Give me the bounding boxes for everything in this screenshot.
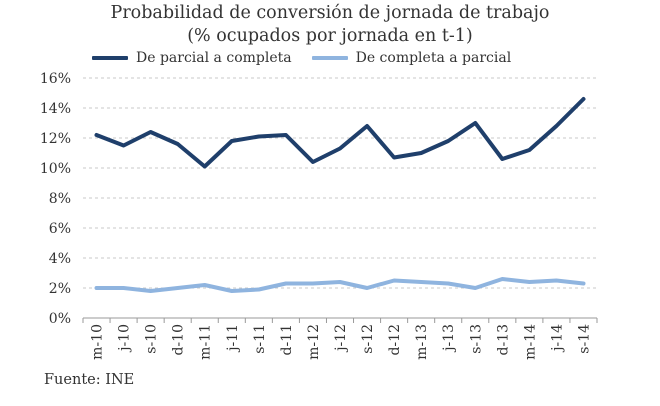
data-point-parcial-a-completa-d-12 bbox=[392, 155, 396, 160]
data-point-completa-a-parcial-s-10 bbox=[149, 289, 153, 293]
data-point-parcial-a-completa-m-11 bbox=[203, 164, 207, 169]
data-point-parcial-a-completa-s-12 bbox=[365, 124, 369, 128]
x-tick-label-d-10: d-10 bbox=[171, 324, 187, 356]
x-tick-label-j-11: j-11 bbox=[225, 324, 241, 353]
data-point-completa-a-parcial-s-13 bbox=[473, 286, 477, 290]
data-point-completa-a-parcial-d-11 bbox=[284, 281, 288, 286]
y-tick-label-14: 14% bbox=[40, 101, 71, 117]
x-tick-label-j-14: j-14 bbox=[549, 324, 565, 353]
data-point-parcial-a-completa-m-13 bbox=[419, 151, 423, 155]
data-point-parcial-a-completa-m-12 bbox=[311, 160, 315, 164]
chart-title-block: Probabilidad de conversión de jornada de… bbox=[0, 2, 660, 48]
data-point-parcial-a-completa-j-12 bbox=[338, 146, 342, 151]
y-tick-label-2: 2% bbox=[49, 281, 71, 297]
data-point-completa-a-parcial-d-12 bbox=[392, 278, 396, 283]
data-point-parcial-a-completa-m-14 bbox=[527, 148, 531, 152]
y-tick-label-12: 12% bbox=[40, 131, 71, 147]
x-tick-label-s-12: s-12 bbox=[360, 324, 376, 354]
y-tick-label-0: 0% bbox=[49, 311, 71, 327]
x-tick-label-d-13: d-13 bbox=[495, 324, 511, 356]
x-tick-label-s-14: s-14 bbox=[576, 324, 592, 354]
x-tick-label-j-13: j-13 bbox=[441, 324, 457, 353]
x-tick-label-j-12: j-12 bbox=[333, 324, 349, 353]
data-point-completa-a-parcial-s-11 bbox=[257, 287, 261, 292]
data-point-parcial-a-completa-d-10 bbox=[176, 142, 180, 146]
chart-title: Probabilidad de conversión de jornada de… bbox=[110, 3, 550, 23]
chart-subtitle: (% ocupados por jornada en t-1) bbox=[187, 26, 473, 46]
x-tick-label-s-10: s-10 bbox=[144, 324, 160, 354]
legend-item-completa-a-parcial: De completa a parcial bbox=[311, 50, 512, 66]
data-point-parcial-a-completa-j-13 bbox=[446, 139, 450, 143]
data-point-parcial-a-completa-s-14 bbox=[581, 97, 586, 101]
x-tick-label-m-11: m-11 bbox=[198, 324, 214, 360]
data-point-completa-a-parcial-s-12 bbox=[365, 286, 369, 290]
data-point-completa-a-parcial-j-10 bbox=[121, 286, 126, 290]
data-point-completa-a-parcial-s-14 bbox=[581, 281, 586, 286]
data-point-completa-a-parcial-m-10 bbox=[94, 286, 99, 290]
x-tick-label-m-12: m-12 bbox=[306, 324, 322, 360]
data-point-parcial-a-completa-j-10 bbox=[121, 143, 126, 148]
data-point-parcial-a-completa-d-11 bbox=[284, 133, 288, 137]
legend: De parcial a completa De completa a parc… bbox=[92, 50, 511, 66]
data-point-parcial-a-completa-j-11 bbox=[230, 139, 234, 143]
data-point-completa-a-parcial-j-11 bbox=[230, 289, 234, 293]
x-tick-label-j-10: j-10 bbox=[117, 324, 133, 353]
legend-swatch-completa-a-parcial bbox=[311, 56, 348, 60]
legend-swatch-parcial-a-completa bbox=[92, 56, 128, 60]
y-tick-label-16: 16% bbox=[40, 71, 71, 87]
data-point-completa-a-parcial-m-14 bbox=[527, 280, 531, 284]
data-point-completa-a-parcial-d-10 bbox=[176, 286, 180, 290]
x-tick-label-m-10: m-10 bbox=[90, 324, 106, 360]
legend-label-completa-a-parcial: De completa a parcial bbox=[355, 50, 512, 66]
x-tick-label-s-13: s-13 bbox=[468, 324, 484, 354]
legend-item-parcial-a-completa: De parcial a completa bbox=[92, 50, 292, 66]
data-point-completa-a-parcial-j-12 bbox=[338, 280, 342, 284]
data-point-parcial-a-completa-s-10 bbox=[149, 130, 153, 134]
data-point-completa-a-parcial-m-11 bbox=[203, 283, 207, 287]
legend-label-parcial-a-completa: De parcial a completa bbox=[136, 50, 292, 66]
data-point-parcial-a-completa-s-11 bbox=[257, 134, 261, 139]
x-tick-label-m-13: m-13 bbox=[414, 324, 430, 360]
x-tick-label-d-12: d-12 bbox=[387, 324, 403, 356]
data-point-completa-a-parcial-m-12 bbox=[311, 281, 315, 286]
source-note: Fuente: INE bbox=[44, 372, 135, 388]
y-tick-label-4: 4% bbox=[49, 251, 71, 267]
x-tick-label-d-11: d-11 bbox=[279, 324, 295, 356]
data-point-parcial-a-completa-d-13 bbox=[500, 157, 504, 161]
y-tick-label-6: 6% bbox=[49, 221, 71, 237]
x-tick-label-m-14: m-14 bbox=[522, 324, 538, 360]
data-point-completa-a-parcial-d-13 bbox=[500, 277, 504, 281]
series-line-parcial-a-completa bbox=[94, 97, 586, 169]
data-point-parcial-a-completa-j-14 bbox=[554, 124, 559, 128]
data-point-completa-a-parcial-j-14 bbox=[554, 278, 559, 283]
data-point-completa-a-parcial-m-13 bbox=[419, 280, 423, 284]
data-point-completa-a-parcial-j-13 bbox=[446, 281, 450, 286]
x-tick-label-s-11: s-11 bbox=[252, 324, 268, 354]
data-point-parcial-a-completa-m-10 bbox=[94, 133, 99, 137]
data-point-parcial-a-completa-s-13 bbox=[473, 121, 477, 125]
y-tick-label-10: 10% bbox=[40, 161, 71, 177]
y-tick-label-8: 8% bbox=[49, 191, 71, 207]
